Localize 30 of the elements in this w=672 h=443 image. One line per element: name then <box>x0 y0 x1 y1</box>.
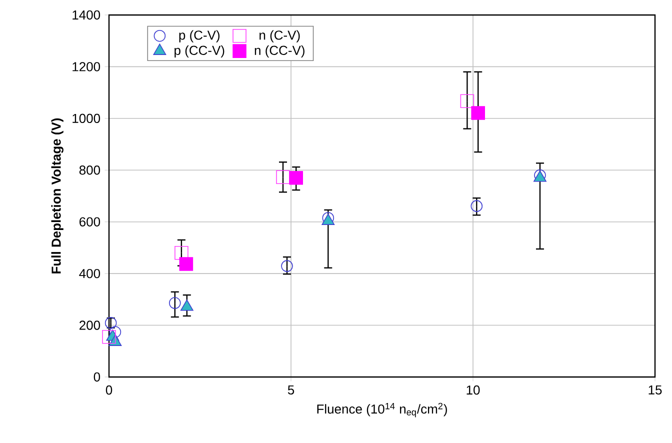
y-tick-label: 200 <box>80 320 100 330</box>
point <box>281 260 293 272</box>
y-axis-title: Full Depletion Voltage (V) <box>51 118 64 274</box>
legend-label: p (CC-V) <box>174 45 224 58</box>
legend-label: n (CC-V) <box>254 45 304 58</box>
point <box>276 170 290 184</box>
x-tick-label: 10 <box>466 385 480 395</box>
point <box>179 257 194 271</box>
x-tick-label: 15 <box>648 385 662 395</box>
y-tick-label: 400 <box>79 268 100 278</box>
x-axis-title: Fluence (10$^{14}$ n$_{eq}$/cm$^{2}$) <box>317 402 447 418</box>
point <box>174 246 188 260</box>
point <box>460 94 474 108</box>
y-tick-label: 1000 <box>72 114 100 124</box>
point <box>289 170 304 185</box>
point <box>102 330 116 344</box>
y-tick-label: 800 <box>79 166 100 175</box>
y-tick-label: 1400 <box>72 10 100 20</box>
legend-label: p (C-V) <box>179 30 220 42</box>
y-tick-label: 600 <box>80 217 100 226</box>
y-tick-label: 1200 <box>72 62 100 72</box>
x-tick-label: 0 <box>106 385 112 395</box>
point <box>470 200 483 212</box>
y-tick-label: 0 <box>94 372 100 382</box>
legend-label: n (C-V) <box>260 30 300 42</box>
point <box>471 106 486 120</box>
point <box>109 326 122 338</box>
x-tick-label: 5 <box>288 385 294 395</box>
point <box>168 297 181 309</box>
point <box>104 317 117 329</box>
